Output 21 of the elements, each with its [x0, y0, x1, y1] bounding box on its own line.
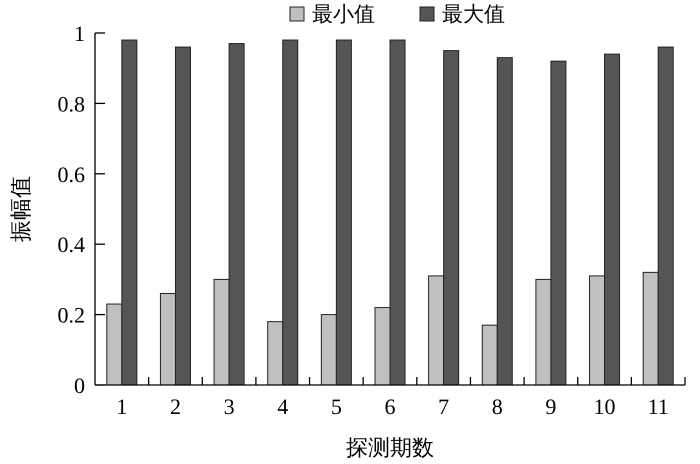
x-tick-label: 10: [594, 394, 616, 419]
legend-label: 最小值: [312, 2, 375, 26]
x-tick-label: 3: [224, 394, 235, 419]
x-tick-label: 5: [330, 394, 342, 419]
x-tick-label: 8: [492, 394, 503, 419]
legend-label: 最大值: [442, 2, 505, 26]
y-tick-label: 0: [74, 373, 85, 398]
x-tick-label: 9: [545, 394, 556, 419]
y-tick-label: 0.6: [58, 162, 85, 187]
y-tick-label: 0.4: [58, 232, 85, 258]
x-tick-label: 2: [170, 394, 181, 419]
y-tick-label: 0.2: [58, 302, 85, 328]
x-tick-label: 1: [116, 394, 128, 419]
y-tick-label: 0.8: [58, 91, 85, 116]
x-tick-label: 11: [648, 394, 669, 419]
x-tick-label: 4: [277, 394, 288, 419]
x-tick-label: 7: [438, 394, 450, 419]
x-tick-label: 6: [384, 394, 396, 419]
y-tick-label: 1: [74, 21, 85, 46]
x-axis-title: 探测期数: [346, 435, 434, 460]
y-axis-title: 振幅值: [8, 176, 33, 242]
